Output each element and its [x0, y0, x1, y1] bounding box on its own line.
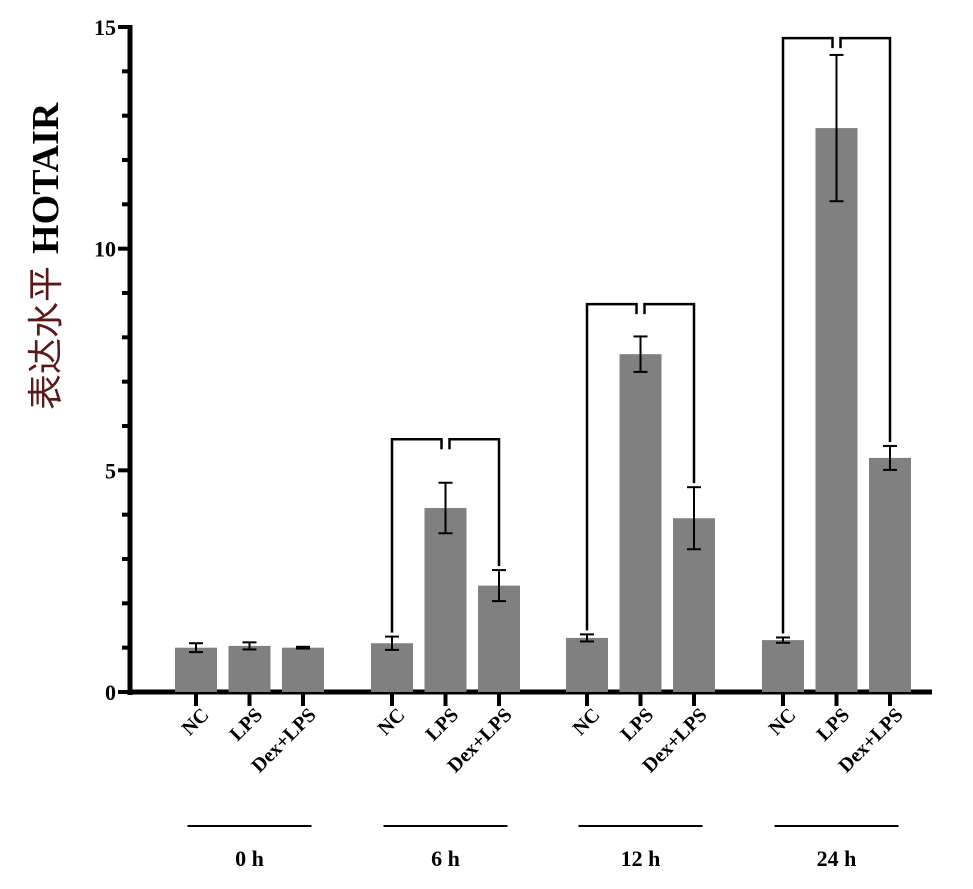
y-axis-label: 表达水平 HOTAIR: [25, 102, 67, 410]
group-label: 24 h: [817, 846, 857, 871]
y-tick-label: 15: [94, 15, 116, 40]
x-tick-label: NC: [569, 704, 605, 740]
y-axis-label-cn: 表达水平: [26, 266, 67, 410]
y-axis-label-gene: HOTAIR: [25, 102, 67, 254]
significance-bracket: [585, 302, 696, 631]
y-tick-label: 5: [105, 458, 116, 483]
group-label: 0 h: [235, 846, 264, 871]
bar: [228, 645, 271, 692]
bar: [371, 643, 413, 692]
bar: [815, 128, 858, 692]
bar: [869, 457, 911, 692]
x-tick-label: NC: [765, 704, 801, 740]
y-tick-label: 10: [94, 237, 116, 262]
x-tick-label: LPS: [422, 704, 463, 745]
significance-bracket: [781, 36, 892, 634]
bar: [762, 640, 804, 692]
y-tick-label: 0: [105, 680, 116, 705]
x-tick-label: NC: [178, 704, 214, 740]
group-label: 12 h: [621, 846, 661, 871]
significance-bracket: [390, 438, 501, 633]
bar: [619, 354, 662, 692]
bar: [566, 637, 608, 692]
x-tick-label: NC: [374, 704, 410, 740]
x-tick-label: LPS: [226, 704, 267, 745]
bar: [175, 647, 217, 692]
bar: [424, 508, 467, 692]
group-label: 6 h: [431, 846, 460, 871]
bar: [282, 647, 324, 692]
bar: [478, 585, 520, 692]
x-tick-label: LPS: [617, 704, 658, 745]
x-tick-label: LPS: [813, 704, 854, 745]
